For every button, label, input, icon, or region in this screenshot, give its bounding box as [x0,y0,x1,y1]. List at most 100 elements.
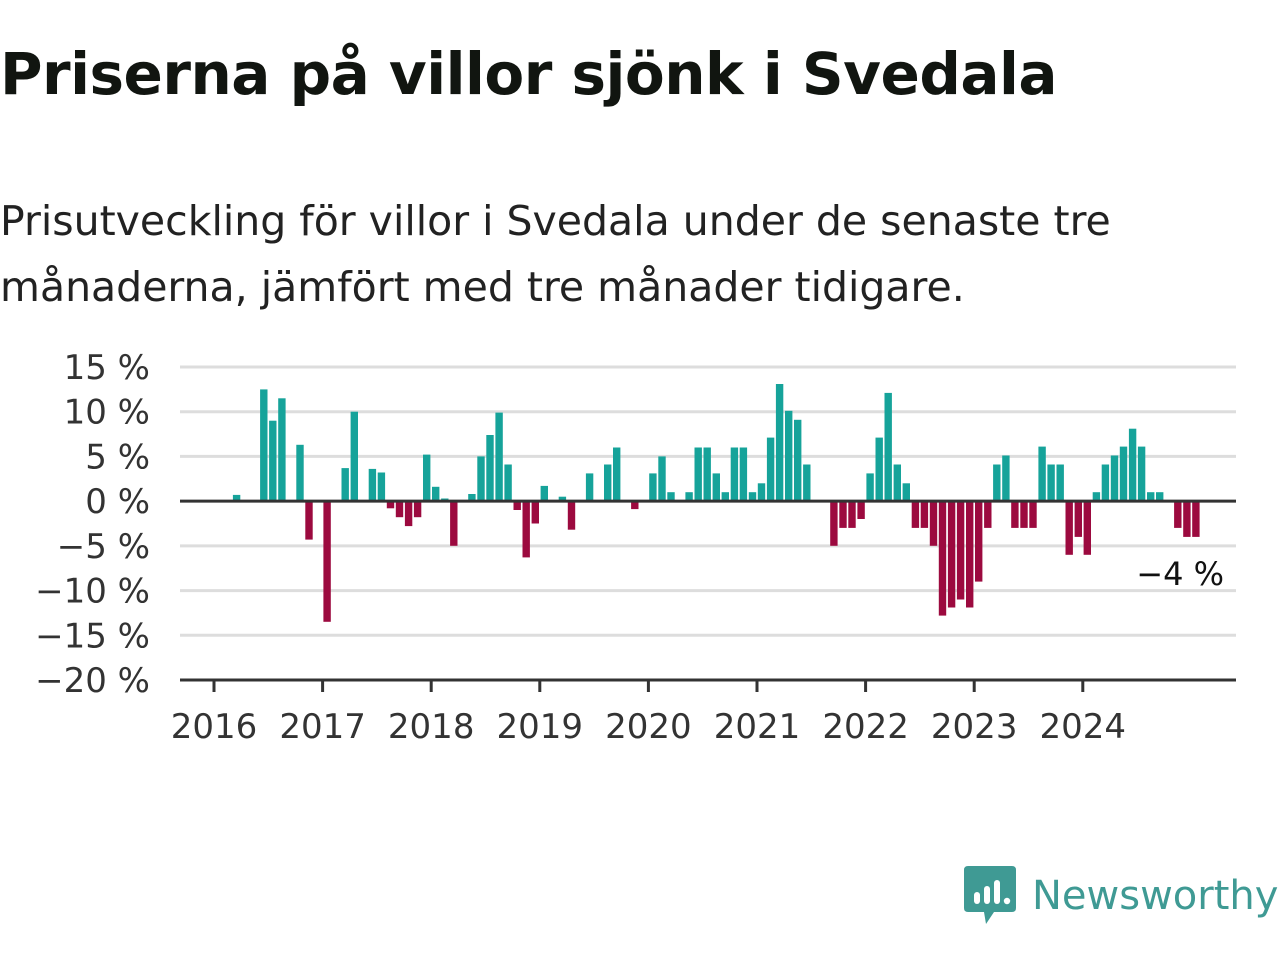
bar [558,496,567,502]
bar [866,473,874,502]
bar [567,501,576,530]
bar [803,464,811,502]
bar [269,420,277,502]
bar [1119,446,1128,502]
bar [386,501,395,509]
bar [1137,446,1146,502]
y-tick-label: 15 % [64,348,150,388]
bar [1029,501,1037,528]
bar [1020,501,1028,528]
bar [323,501,331,622]
bar [232,494,241,502]
brand-name: Newsworthy [1032,873,1279,919]
bar [486,435,494,502]
bar [404,501,413,527]
bar [631,501,639,510]
x-tick-label: 2022 [822,707,909,747]
y-tick-label: −5 % [57,527,150,567]
bar [785,410,793,502]
y-tick-label: −15 % [35,616,150,656]
y-tick-label: 0 % [85,482,150,522]
bar [1047,464,1055,502]
bar [993,464,1001,502]
y-tick-label: −10 % [35,572,150,612]
bar [432,486,440,502]
bar [730,447,739,502]
bar [1183,501,1191,537]
bar [377,472,386,502]
bar [305,501,313,540]
x-tick-label: 2018 [388,707,475,747]
bar [1074,501,1082,537]
chart-subtitle: Prisutveckling för villor i Svedala unde… [0,197,1111,311]
bar [857,501,865,519]
bar [875,437,883,502]
bar [468,494,476,502]
bar [1002,455,1010,502]
bar [423,454,431,502]
bar [395,501,404,518]
bar [296,444,304,502]
bar [531,501,539,524]
bar [413,501,422,518]
bar [604,464,612,502]
bar [1083,501,1091,555]
bar [830,501,838,546]
chart-title: Priserna på villor sjönk i Svedala [0,40,1058,108]
bar [929,501,938,546]
bar [975,501,983,582]
bar [757,483,766,502]
x-tick-label: 2020 [605,707,692,747]
x-tick-label: 2017 [279,707,366,747]
bar [920,501,929,528]
bar [893,464,901,502]
bar [839,501,847,528]
bar [1101,464,1110,502]
y-tick-labels: 15 % 10 %5 % 0 % −5 % −10 %−15 % −20 % [35,348,150,701]
bar [956,501,965,600]
bar [1056,464,1064,502]
bar [848,501,856,528]
bar [1174,501,1182,528]
bar [1192,501,1200,537]
bar [278,398,286,502]
x-tick-label: 2019 [497,707,584,747]
bar [911,501,920,528]
bar [794,419,802,502]
newsworthy-logo: Newsworthy [964,864,1278,928]
x-tick-labels: 2016 2017 2018 2019 2020 2021 2022 2023 2024 [171,707,1126,747]
bar [585,473,594,502]
bar [721,492,729,502]
bar [966,501,974,608]
bar [1092,492,1101,502]
bars [232,384,1200,622]
x-tick-label: 2023 [931,707,1018,747]
bar [522,501,530,558]
x-tick-label: 2016 [171,707,258,747]
y-tick-label: −20 % [35,661,150,701]
bar [368,468,377,502]
bar [540,485,548,502]
bar [1128,428,1137,502]
bar [1110,455,1119,502]
y-tick-label: 5 % [85,437,150,477]
bar [766,437,775,502]
bar [658,456,666,502]
bar [1038,446,1046,502]
bar [613,447,621,502]
bar [450,501,458,546]
bar [260,389,268,502]
bar [775,384,784,502]
bar [902,483,910,502]
bar [685,492,693,502]
x-tick-label: 2024 [1040,707,1127,747]
bar [1011,501,1019,528]
bar [350,411,358,502]
bar [477,456,485,502]
bar [712,473,720,502]
x-tick-label: 2021 [714,707,801,747]
bar [504,464,512,502]
newsworthy-logo-icon [964,866,1016,924]
bar [884,392,892,502]
bar [739,447,748,502]
